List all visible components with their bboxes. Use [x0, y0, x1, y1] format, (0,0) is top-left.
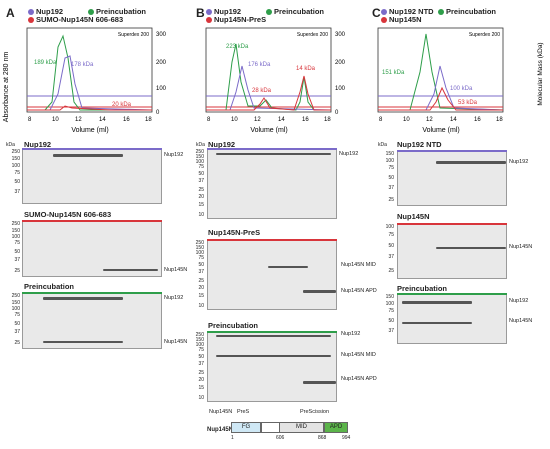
- dot-icon: [381, 9, 387, 16]
- x-label: Volume (ml): [422, 127, 459, 134]
- chromatogram-b: 223 kDa 176 kDa 28 kDa 14 kDa Superdex 2…: [205, 27, 346, 134]
- gel-image: [22, 293, 162, 349]
- gel-image: [22, 221, 162, 277]
- gel-image: [397, 294, 507, 344]
- mid-domain: MID: [279, 422, 324, 433]
- svg-text:14: 14: [450, 117, 457, 123]
- svg-text:10: 10: [52, 117, 59, 123]
- peak-label: 53 kDa: [458, 100, 478, 106]
- svg-text:8: 8: [28, 117, 32, 123]
- svg-text:0: 0: [156, 110, 160, 116]
- svg-text:12: 12: [426, 117, 433, 123]
- gel-title: Nup192 NTD: [397, 140, 442, 149]
- legend: Nup192 SUMO-Nup145N 606-683: [28, 8, 123, 24]
- dot-icon: [381, 17, 387, 24]
- peak-label: 151 kDa: [382, 70, 405, 76]
- svg-text:16: 16: [302, 117, 309, 123]
- x-label: Volume (ml): [71, 127, 108, 134]
- peak-label: 178 kDa: [71, 62, 94, 68]
- gel-title: Nup192: [208, 140, 236, 149]
- svg-text:14: 14: [99, 117, 106, 123]
- peak-label: 20 kDa: [112, 102, 132, 108]
- legend: Nup192 Nup145N-PreS: [206, 8, 266, 24]
- legend-item: Nup192: [206, 8, 266, 16]
- svg-text:8: 8: [379, 117, 383, 123]
- gel-image: [22, 149, 162, 204]
- apd-domain: APD: [324, 422, 348, 433]
- dot-icon: [28, 9, 34, 16]
- x-label: Volume (ml): [250, 127, 287, 134]
- chromatogram-a: Absorbance at 280 nm 189 kDa 178 kDa 20 …: [3, 27, 167, 134]
- dot-icon: [266, 9, 272, 16]
- svg-text:18: 18: [145, 117, 152, 123]
- panel-label: C: [372, 6, 381, 20]
- svg-text:200: 200: [335, 60, 346, 66]
- gel-image: [207, 149, 337, 219]
- gel-title: Preincubation: [24, 282, 75, 291]
- peak-label: 223 kDa: [226, 44, 249, 50]
- legend-item: Nup192 NTD: [381, 8, 434, 16]
- legend-item: Nup192: [28, 8, 123, 16]
- gel-title: SUMO-Nup145N 606-683: [24, 210, 112, 219]
- svg-text:100: 100: [156, 86, 167, 92]
- svg-text:18: 18: [496, 117, 503, 123]
- legend-item: Nup145N-PreS: [206, 16, 266, 24]
- svg-text:8: 8: [207, 117, 211, 123]
- gel-title: Nup145N: [397, 212, 430, 221]
- peak-label: 189 kDa: [34, 60, 57, 66]
- peak-label: 14 kDa: [296, 66, 316, 72]
- column-label: Superdex 200: [469, 32, 500, 38]
- chromatogram-c: 151 kDa 100 kDa 53 kDa Superdex 200 8 10…: [377, 27, 544, 134]
- svg-text:300: 300: [156, 32, 167, 38]
- svg-text:14: 14: [278, 117, 285, 123]
- dot-icon: [88, 9, 94, 16]
- svg-text:100: 100: [335, 86, 346, 92]
- panel-label: B: [196, 6, 205, 20]
- svg-text:12: 12: [254, 117, 261, 123]
- gel-title: Preincubation: [397, 284, 448, 293]
- svg-text:10: 10: [403, 117, 410, 123]
- dot-icon: [438, 9, 444, 16]
- dot-icon: [206, 17, 212, 24]
- legend: Nup192 NTD Nup145N: [381, 8, 434, 24]
- peak-label: 176 kDa: [248, 62, 271, 68]
- legend-item: Preincubation: [88, 8, 146, 16]
- legend-item: Preincubation: [438, 8, 496, 16]
- gel-image: [207, 240, 337, 310]
- legend-item: Nup145N: [381, 16, 434, 24]
- svg-text:10: 10: [231, 117, 238, 123]
- gel-image: [397, 224, 507, 279]
- peak-label: 28 kDa: [252, 88, 272, 94]
- y-right-label: Molecular Mass (kDa): [537, 42, 544, 105]
- fg-domain: FG: [231, 422, 261, 433]
- svg-text:16: 16: [474, 117, 481, 123]
- svg-text:18: 18: [324, 117, 331, 123]
- gel-image: [397, 151, 507, 206]
- y-left-label: Absorbance at 280 nm: [3, 52, 10, 123]
- gel-title: Nup192: [24, 140, 52, 149]
- peak-label: 100 kDa: [450, 86, 473, 92]
- svg-text:16: 16: [123, 117, 130, 123]
- dot-icon: [206, 9, 212, 16]
- column-label: Superdex 200: [297, 32, 328, 38]
- gel-title: Nup145N-PreS: [208, 228, 261, 237]
- gel-title: Preincubation: [208, 321, 259, 330]
- svg-text:300: 300: [335, 32, 346, 38]
- gel-image: [207, 332, 337, 402]
- panel-label: A: [6, 6, 15, 20]
- dot-icon: [28, 17, 34, 24]
- legend-item: Preincubation: [266, 8, 324, 16]
- legend-item: SUMO-Nup145N 606-683: [28, 16, 123, 24]
- column-label: Superdex 200: [118, 32, 149, 38]
- svg-text:0: 0: [335, 110, 339, 116]
- svg-text:200: 200: [156, 60, 167, 66]
- svg-text:12: 12: [75, 117, 82, 123]
